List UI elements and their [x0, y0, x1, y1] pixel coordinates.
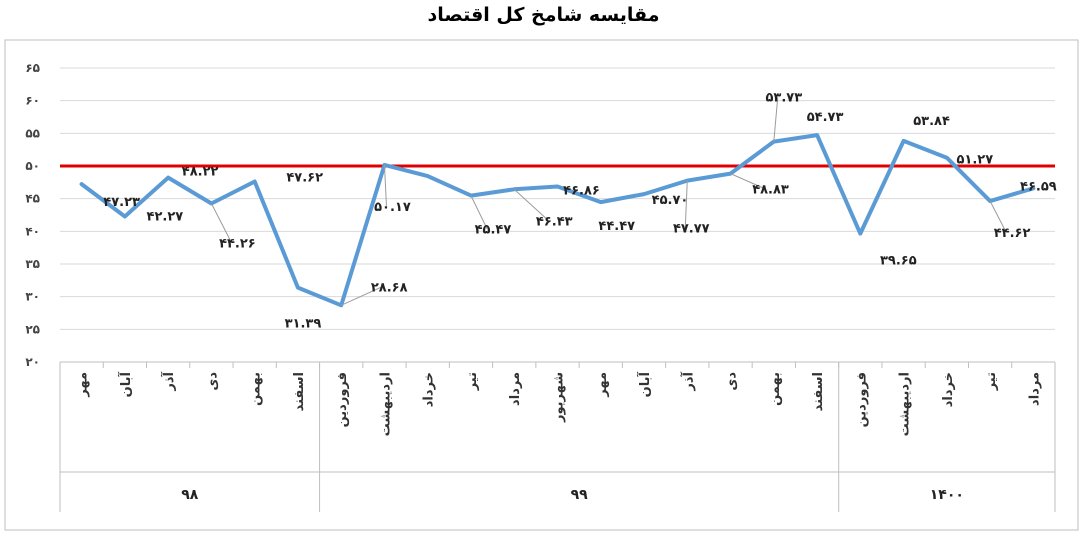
data-point	[599, 200, 603, 204]
data-label: ۴۶.۴۳	[536, 214, 573, 229]
month-label: تیر	[984, 372, 999, 391]
month-label: اردیبهشت	[378, 372, 393, 436]
month-label: بهمن	[768, 372, 783, 406]
month-label: دی	[725, 372, 740, 391]
x-axis: مهر آبان آذر دی بهمن اسفند فروردین اردیبهشت خردا…	[59, 361, 1056, 512]
data-label: ۳۱.۳۹	[285, 317, 322, 332]
y-tick-label: ۴۰	[25, 224, 40, 238]
leader-line	[383, 164, 387, 206]
data-label: ۴۴.۴۷	[598, 219, 635, 234]
month-label: آبان	[117, 371, 134, 397]
data-label: ۵۴.۷۳	[807, 110, 844, 125]
leader-line	[513, 188, 549, 221]
month-label: مرداد	[508, 372, 523, 406]
data-point	[166, 176, 170, 180]
data-label: ۵۰.۱۷	[374, 200, 411, 215]
month-label: خرداد	[941, 372, 956, 407]
leader-line	[210, 203, 232, 243]
y-tick-label: ۴۵	[25, 192, 40, 206]
leader-line	[730, 173, 765, 190]
y-tick-label: ۲۰	[25, 355, 40, 369]
data-labels: ۴۷.۲۳ ۴۲.۲۷ ۴۸.۲۲ ۴۴.۲۶ ۴۷.۶۲ ۳۱.۳۹ ۲۸.۶۸ ۵۰.۱۷…	[103, 91, 1056, 332]
leader-lines	[210, 96, 1007, 306]
month-label: مهر	[76, 372, 91, 398]
y-axis-ticks: ۲۰ ۲۵ ۳۰ ۳۵ ۴۰ ۴۵ ۵۰ ۵۵ ۶۰ ۶۵	[25, 61, 40, 369]
data-label: ۵۳.۸۴	[913, 114, 950, 129]
chart-title: مقایسه شامخ کل اقتصاد	[427, 4, 660, 26]
data-point	[858, 232, 862, 236]
y-tick-label: ۶۵	[25, 61, 40, 75]
data-label: ۴۵.۷۰	[652, 193, 689, 208]
data-label: ۵۳.۷۳	[765, 91, 802, 106]
month-label: اسفند	[292, 372, 307, 411]
data-label: ۴۴.۶۲	[994, 226, 1031, 241]
y-tick-label: ۳۵	[25, 257, 40, 271]
data-point	[945, 156, 949, 160]
month-label: دی	[205, 372, 220, 391]
y-tick-label: ۶۰	[25, 94, 40, 108]
month-label: مهر	[595, 372, 610, 398]
chart-frame	[4, 39, 1079, 531]
data-point	[426, 174, 430, 178]
month-label: خرداد	[422, 372, 437, 407]
data-label: ۵۱.۲۷	[957, 153, 994, 168]
data-label: ۴۸.۸۳	[752, 183, 789, 198]
y-tick-label: ۵۰	[25, 159, 40, 173]
data-label: ۲۸.۶۸	[371, 280, 408, 295]
data-point	[253, 180, 257, 184]
month-label: اسفند	[811, 372, 826, 411]
data-label: ۳۹.۶۵	[880, 254, 917, 269]
y-tick-label: ۵۵	[25, 126, 40, 140]
leader-line	[340, 285, 384, 306]
month-label: آبان	[636, 371, 653, 397]
data-point	[1031, 186, 1035, 190]
data-point	[642, 192, 646, 196]
data-label: ۴۷.۲۳	[103, 195, 140, 210]
y-tick-label: ۲۵	[25, 322, 40, 336]
year-label: ۹۸	[181, 487, 199, 503]
leader-line	[989, 200, 1007, 233]
month-label: فروردین	[335, 372, 350, 427]
data-label: ۴۸.۲۲	[182, 165, 219, 180]
data-label: ۴۶.۸۶	[563, 184, 600, 199]
month-label: آذر	[160, 371, 177, 391]
month-label: اردیبهشت	[898, 372, 913, 436]
month-label: بهمن	[249, 372, 264, 406]
leader-line	[470, 195, 488, 229]
data-point	[80, 182, 84, 186]
data-label: ۴۷.۶۲	[286, 171, 323, 186]
year-label: ۹۹	[571, 487, 589, 503]
data-label: ۴۶.۵۹	[1020, 179, 1057, 194]
month-label: شهریور	[552, 372, 567, 423]
data-point	[296, 286, 300, 290]
year-label: ۱۴۰۰	[930, 487, 964, 503]
data-label: ۴۲.۲۷	[147, 210, 184, 225]
month-label: فروردین	[854, 372, 869, 427]
y-tick-label: ۳۰	[25, 290, 40, 304]
data-label: ۴۵.۴۷	[475, 223, 512, 238]
data-label: ۴۷.۷۷	[673, 222, 710, 237]
data-point	[815, 133, 819, 137]
data-point	[902, 139, 906, 143]
data-point	[123, 215, 127, 219]
leader-line	[773, 96, 779, 142]
data-label: ۴۴.۲۶	[219, 237, 256, 252]
month-label: تیر	[465, 372, 480, 391]
month-label: آذر	[679, 371, 696, 391]
month-label: مرداد	[1027, 372, 1042, 406]
data-point	[556, 185, 559, 189]
leader-line	[684, 180, 688, 228]
